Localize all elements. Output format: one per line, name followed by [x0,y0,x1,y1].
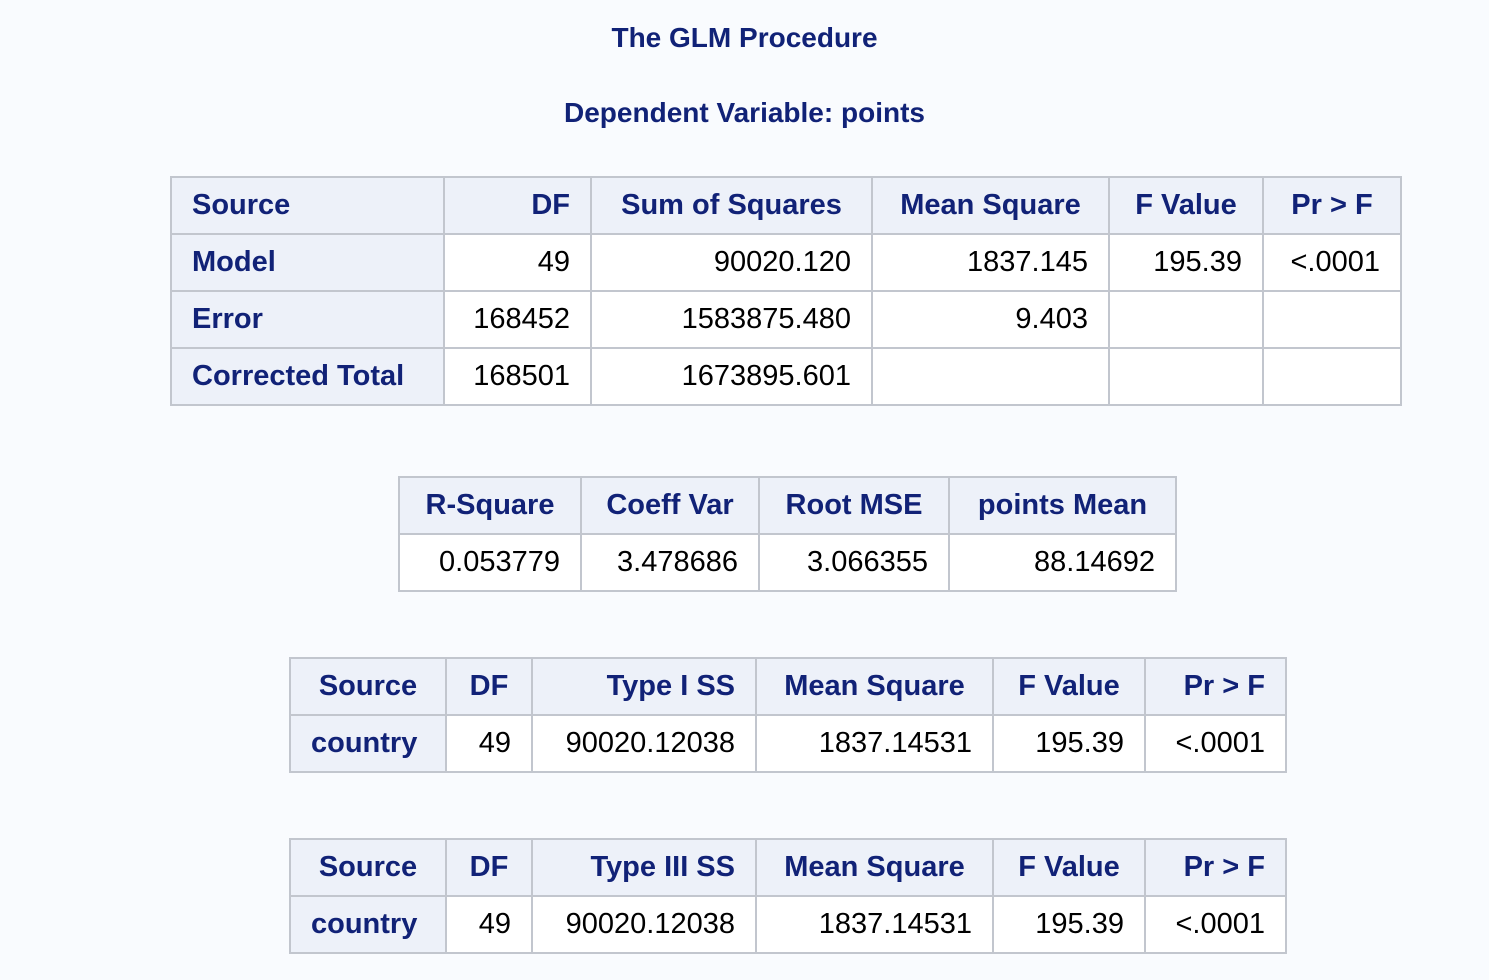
cell-df: 168452 [443,290,592,349]
header-source: Source [289,657,447,716]
table-header-row: Source DF Sum of Squares Mean Square F V… [170,176,1402,235]
header-root-mse: Root MSE [758,476,950,535]
procedure-title: The GLM Procedure [611,22,878,53]
header-type3-ss: Type III SS [531,838,757,897]
cell-coeff-var: 3.478686 [580,533,760,592]
fit-statistics-table: R-Square Coeff Var Root MSE points Mean … [398,476,1177,592]
table-row: country 49 90020.12038 1837.14531 195.39… [289,714,1287,773]
cell-pr-f: <.0001 [1144,714,1287,773]
header-df: DF [445,838,533,897]
cell-f-value [1108,347,1264,406]
header-points-mean: points Mean [948,476,1177,535]
header-f-value: F Value [1108,176,1264,235]
cell-sum-of-squares: 90020.120 [590,233,873,292]
header-pr-f: Pr > F [1144,657,1287,716]
cell-mean-square [871,347,1110,406]
cell-f-value [1108,290,1264,349]
cell-df: 49 [445,714,533,773]
cell-df: 49 [445,895,533,954]
row-source: country [289,895,447,954]
header-f-value: F Value [992,838,1146,897]
cell-pr-f [1262,347,1402,406]
header-mean-square: Mean Square [755,657,994,716]
header-sum-of-squares: Sum of Squares [590,176,873,235]
table-row: Corrected Total 168501 1673895.601 [170,347,1402,406]
table-row: Model 49 90020.120 1837.145 195.39 <.000… [170,233,1402,292]
row-source: Corrected Total [170,347,445,406]
cell-r-square: 0.053779 [398,533,582,592]
cell-f-value: 195.39 [992,714,1146,773]
cell-sum-of-squares: 1583875.480 [590,290,873,349]
row-source: country [289,714,447,773]
cell-df: 168501 [443,347,592,406]
header-pr-f: Pr > F [1262,176,1402,235]
table-header-row: Source DF Type I SS Mean Square F Value … [289,657,1287,716]
row-source: Error [170,290,445,349]
cell-type3-ss: 90020.12038 [531,895,757,954]
type3-ss-table: Source DF Type III SS Mean Square F Valu… [289,838,1287,954]
header-df: DF [445,657,533,716]
header-mean-square: Mean Square [871,176,1110,235]
table-header-row: R-Square Coeff Var Root MSE points Mean [398,476,1177,535]
cell-points-mean: 88.14692 [948,533,1177,592]
dependent-variable-title: Dependent Variable: points [564,97,925,128]
type1-ss-table: Source DF Type I SS Mean Square F Value … [289,657,1287,773]
cell-f-value: 195.39 [992,895,1146,954]
cell-sum-of-squares: 1673895.601 [590,347,873,406]
header-f-value: F Value [992,657,1146,716]
header-pr-f: Pr > F [1144,838,1287,897]
header-r-square: R-Square [398,476,582,535]
cell-mean-square: 1837.14531 [755,714,994,773]
row-source: Model [170,233,445,292]
header-mean-square: Mean Square [755,838,994,897]
table-row: Error 168452 1583875.480 9.403 [170,290,1402,349]
header-df: DF [443,176,592,235]
table-header-row: Source DF Type III SS Mean Square F Valu… [289,838,1287,897]
anova-table: Source DF Sum of Squares Mean Square F V… [170,176,1402,406]
cell-type1-ss: 90020.12038 [531,714,757,773]
header-type1-ss: Type I SS [531,657,757,716]
header-source: Source [170,176,445,235]
table-row: 0.053779 3.478686 3.066355 88.14692 [398,533,1177,592]
cell-root-mse: 3.066355 [758,533,950,592]
cell-mean-square: 1837.14531 [755,895,994,954]
table-row: country 49 90020.12038 1837.14531 195.39… [289,895,1287,954]
cell-f-value: 195.39 [1108,233,1264,292]
header-source: Source [289,838,447,897]
cell-mean-square: 1837.145 [871,233,1110,292]
cell-pr-f: <.0001 [1262,233,1402,292]
cell-pr-f: <.0001 [1144,895,1287,954]
cell-pr-f [1262,290,1402,349]
cell-df: 49 [443,233,592,292]
header-coeff-var: Coeff Var [580,476,760,535]
cell-mean-square: 9.403 [871,290,1110,349]
